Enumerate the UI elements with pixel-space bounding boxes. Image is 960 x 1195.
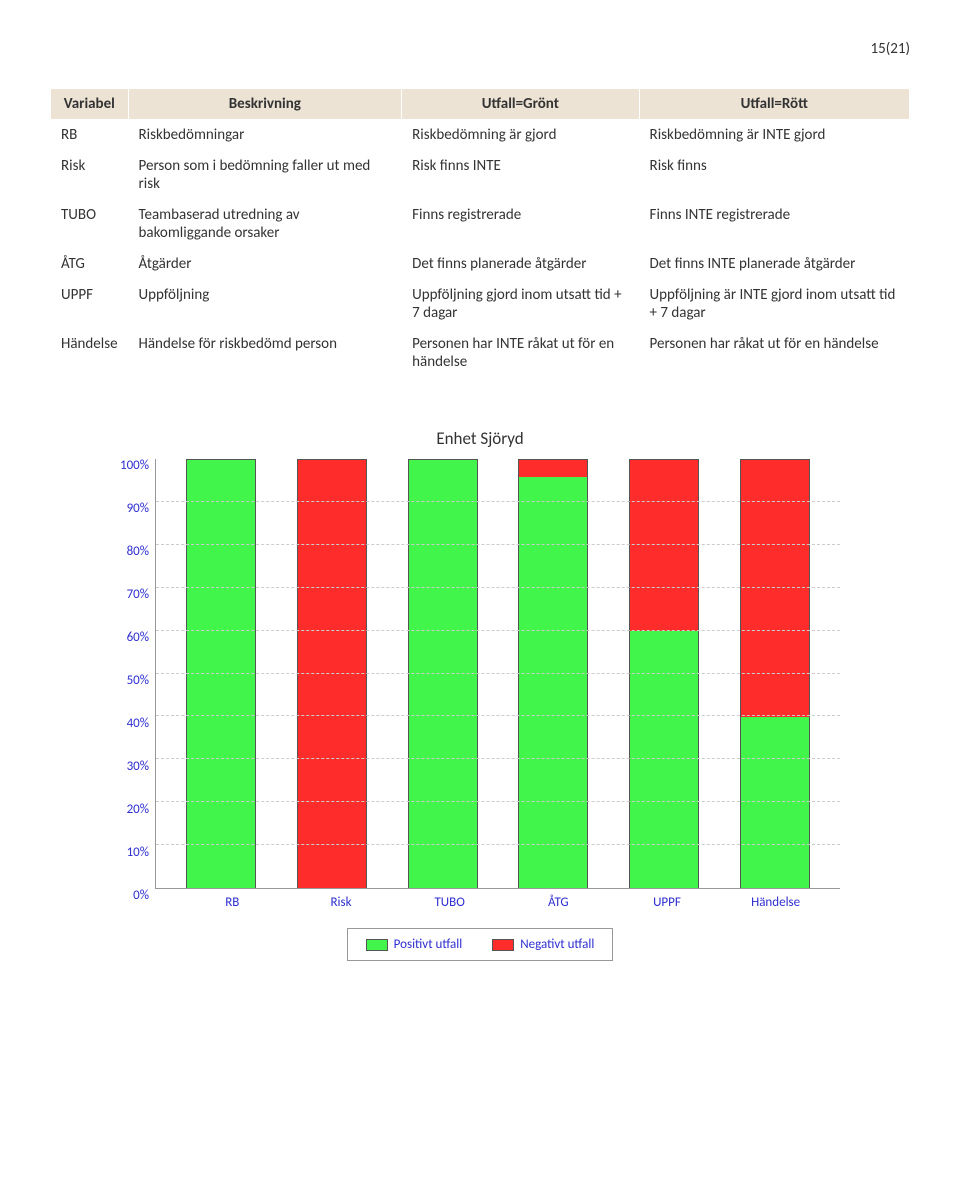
table-cell: Teambaserad utredning av bakomliggande o… [128,200,402,249]
col-header-gront: Utfall=Grönt [402,89,639,120]
grid-line [156,587,840,588]
x-axis: RB Risk TUBO ÅTG UPPF Händelse [120,889,840,910]
bar-segment-green [409,460,477,888]
plot-area [155,459,840,889]
table-cell: Uppföljning är INTE gjord inom utsatt ti… [639,280,909,329]
table-cell: Åtgärder [128,249,402,280]
col-header-rott: Utfall=Rött [639,89,909,120]
bar [297,459,367,888]
x-tick-label: TUBO [415,895,485,910]
bar-segment-green [519,477,587,888]
swatch-red [492,939,514,951]
grid-line [156,801,840,802]
legend-positive: Positivt utfall [366,937,463,952]
y-axis: 100%90%80%70%60%50%40%30%20%10%0% [120,459,155,889]
bar [740,459,810,888]
table-cell: ÅTG [51,249,129,280]
grid-line [156,544,840,545]
table-row: UPPFUppföljningUppföljning gjord inom ut… [51,280,910,329]
table-cell: Risk [51,151,129,200]
table-row: TUBOTeambaserad utredning av bakomliggan… [51,200,910,249]
table-cell: Riskbedömning är gjord [402,120,639,151]
bar-segment-green [630,631,698,888]
table-cell: UPPF [51,280,129,329]
table-cell: Det finns planerade åtgärder [402,249,639,280]
grid-line [156,715,840,716]
table-cell: Risk finns [639,151,909,200]
bar [408,459,478,888]
page-number: 15(21) [50,40,910,58]
table-cell: Finns registrerade [402,200,639,249]
grid-line [156,758,840,759]
table-cell: Person som i bedömning faller ut med ris… [128,151,402,200]
table-cell: Finns INTE registrerade [639,200,909,249]
chart-title: Enhet Sjöryd [120,428,840,449]
chart: Enhet Sjöryd 100%90%80%70%60%50%40%30%20… [120,428,840,961]
table-row: RBRiskbedömningarRiskbedömning är gjordR… [51,120,910,151]
table-row: RiskPerson som i bedömning faller ut med… [51,151,910,200]
table-cell: Riskbedömning är INTE gjord [639,120,909,151]
table-cell: TUBO [51,200,129,249]
col-header-variabel: Variabel [51,89,129,120]
table-cell: Risk finns INTE [402,151,639,200]
x-tick-label: Risk [306,895,376,910]
x-tick-label: Händelse [741,895,811,910]
table-cell: Händelse [51,329,129,378]
variable-table: Variabel Beskrivning Utfall=Grönt Utfall… [50,88,910,378]
legend-negative-label: Negativt utfall [520,937,594,952]
table-cell: Händelse för riskbedömd person [128,329,402,378]
bar-segment-red [519,460,587,477]
table-cell: Personen har INTE råkat ut för en händel… [402,329,639,378]
legend-positive-label: Positivt utfall [394,937,463,952]
table-cell: Personen har råkat ut för en händelse [639,329,909,378]
table-cell: Det finns INTE planerade åtgärder [639,249,909,280]
table-cell: Uppföljning [128,280,402,329]
x-tick-label: RB [197,895,267,910]
legend: Positivt utfall Negativt utfall [347,928,614,961]
bar-segment-green [187,460,255,888]
grid-line [156,844,840,845]
grid-line [156,630,840,631]
bar-segment-green [741,717,809,888]
grid-line [156,673,840,674]
table-cell: Riskbedömningar [128,120,402,151]
col-header-beskrivning: Beskrivning [128,89,402,120]
x-tick-label: ÅTG [523,895,593,910]
bar-segment-red [741,460,809,717]
grid-line [156,501,840,502]
bar-segment-red [630,460,698,631]
legend-negative: Negativt utfall [492,937,594,952]
bar [186,459,256,888]
bar-segment-red [298,460,366,888]
x-tick-label: UPPF [632,895,702,910]
table-row: ÅTGÅtgärderDet finns planerade åtgärderD… [51,249,910,280]
bar [518,459,588,888]
swatch-green [366,939,388,951]
table-row: HändelseHändelse för riskbedömd personPe… [51,329,910,378]
table-cell: RB [51,120,129,151]
bar [629,459,699,888]
table-cell: Uppföljning gjord inom utsatt tid + 7 da… [402,280,639,329]
